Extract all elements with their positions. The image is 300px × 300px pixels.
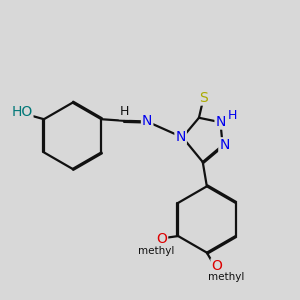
Text: O: O [212, 259, 222, 273]
Text: N: N [219, 138, 230, 152]
Text: HO: HO [11, 105, 32, 119]
Text: N: N [215, 115, 226, 129]
Text: N: N [142, 114, 152, 128]
Text: N: N [176, 130, 186, 144]
Text: H: H [228, 109, 237, 122]
Text: H: H [119, 105, 129, 119]
Text: S: S [199, 91, 208, 105]
Text: O: O [156, 232, 167, 246]
Text: methyl: methyl [208, 272, 244, 282]
Text: methyl: methyl [138, 246, 174, 256]
